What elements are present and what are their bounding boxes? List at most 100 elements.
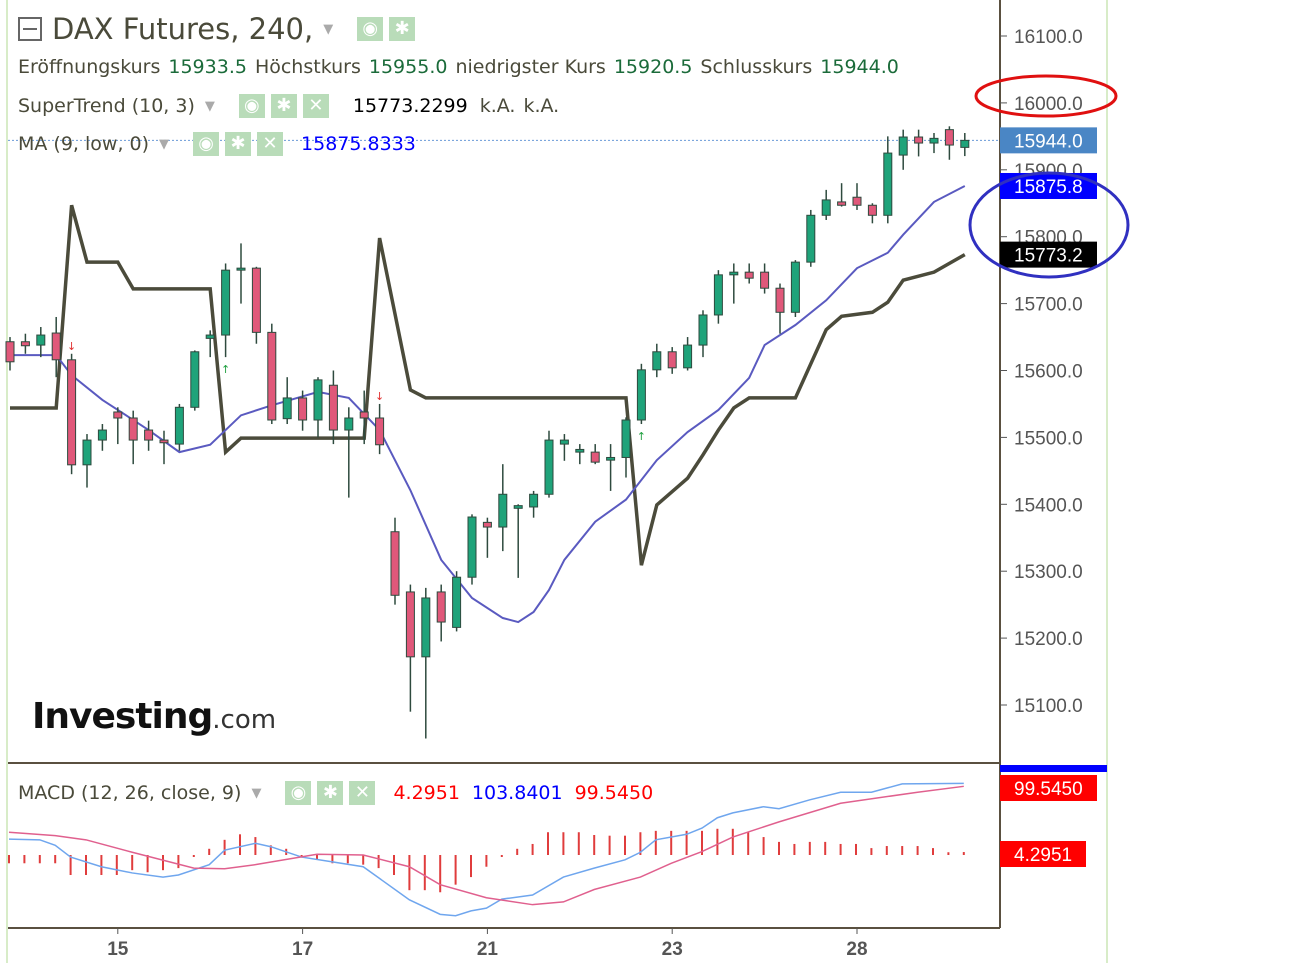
last-price-label-box bbox=[1000, 127, 1097, 154]
candle bbox=[744, 263, 754, 284]
eye-icon[interactable]: ◉ bbox=[357, 17, 384, 41]
candle bbox=[97, 424, 107, 451]
supertrend-value-3: k.A. bbox=[523, 95, 560, 117]
axes: 16100.016000.015900.015800.015700.015600… bbox=[8, 0, 1083, 960]
candle bbox=[482, 517, 492, 558]
candle-body bbox=[128, 417, 138, 441]
eye-icon[interactable]: ◉ bbox=[238, 94, 265, 118]
last-price-label: 15944.0 bbox=[1014, 131, 1083, 152]
candle-body bbox=[806, 214, 816, 263]
macd-line bbox=[8, 782, 964, 917]
candle bbox=[944, 126, 954, 160]
y-tick-label: 15700.0 bbox=[1014, 295, 1083, 316]
candle-body bbox=[251, 267, 261, 333]
candle-body bbox=[929, 137, 939, 144]
candle bbox=[760, 263, 770, 294]
price-panel: ↓ ↑ ↓ ↑ bbox=[5, 126, 1000, 739]
supertrend-line bbox=[10, 204, 966, 566]
candle bbox=[174, 403, 184, 451]
signal-value-label-box bbox=[1000, 775, 1097, 801]
candle-body bbox=[559, 439, 569, 445]
gear-icon[interactable]: ✱ bbox=[270, 94, 297, 118]
close-value: 15944.0 bbox=[820, 56, 899, 78]
candle bbox=[390, 517, 400, 605]
candle-body bbox=[482, 521, 492, 528]
candle-body bbox=[97, 429, 107, 441]
candle-body bbox=[852, 196, 862, 206]
candle-body bbox=[421, 597, 431, 658]
candle bbox=[5, 337, 15, 371]
macd-legend: MACD (12, 26, close, 9) ▼ ◉ ✱ ✕ 4.2951 1… bbox=[18, 781, 653, 805]
hist-value-label: 4.2951 bbox=[1014, 845, 1072, 866]
candle-body bbox=[867, 204, 877, 216]
ma-price-label: 15875.8 bbox=[1014, 177, 1083, 198]
candle-body bbox=[960, 139, 970, 148]
candle bbox=[821, 189, 831, 220]
collapse-icon[interactable] bbox=[18, 17, 42, 41]
close-icon[interactable]: ✕ bbox=[349, 781, 376, 805]
chevron-down-icon[interactable]: ▼ bbox=[251, 785, 262, 801]
gear-icon[interactable]: ✱ bbox=[317, 781, 344, 805]
candle bbox=[36, 327, 46, 358]
candle-body bbox=[159, 439, 169, 444]
candle-body bbox=[205, 334, 215, 339]
ma-legend: MA (9, low, 0) ▼ ◉ ✱ ✕ 15875.8333 bbox=[18, 132, 416, 156]
candle-body bbox=[113, 411, 123, 419]
candle-body bbox=[236, 267, 246, 271]
candle bbox=[128, 410, 138, 465]
candle bbox=[282, 377, 292, 425]
sell-signal-arrow-icon: ↓ bbox=[375, 390, 384, 403]
signal-value-label: 99.5450 bbox=[1014, 779, 1083, 800]
chevron-down-icon[interactable]: ▼ bbox=[323, 21, 334, 37]
candle bbox=[852, 183, 862, 210]
close-icon[interactable]: ✕ bbox=[257, 132, 284, 156]
close-icon[interactable]: ✕ bbox=[302, 94, 329, 118]
gear-icon[interactable]: ✱ bbox=[389, 17, 416, 41]
chevron-down-icon[interactable]: ▼ bbox=[159, 136, 170, 152]
investing-logo: Investing.com bbox=[32, 696, 277, 737]
candle bbox=[883, 136, 893, 224]
low-value: 15920.5 bbox=[613, 56, 693, 78]
chevron-down-icon[interactable]: ▼ bbox=[204, 98, 215, 114]
ma-line bbox=[10, 185, 966, 624]
candle-body bbox=[713, 274, 723, 316]
candle-body bbox=[914, 136, 924, 144]
candle bbox=[729, 263, 739, 304]
candle bbox=[559, 434, 569, 461]
candle-body bbox=[760, 271, 770, 289]
macd-panel bbox=[8, 782, 965, 917]
candle-body bbox=[498, 493, 508, 528]
candle-body bbox=[944, 129, 954, 146]
candle bbox=[837, 183, 847, 207]
close-label: Schlusskurs bbox=[700, 56, 813, 78]
candle bbox=[914, 129, 924, 157]
candle bbox=[452, 571, 462, 632]
candle bbox=[359, 390, 369, 445]
supertrend-value: 15773.2299 bbox=[352, 95, 468, 117]
candle bbox=[529, 490, 539, 518]
candle-body bbox=[467, 516, 477, 578]
macd-axis-marker bbox=[1000, 765, 1107, 772]
gear-icon[interactable]: ✱ bbox=[225, 132, 252, 156]
ma-value: 15875.8333 bbox=[301, 133, 416, 155]
eye-icon[interactable]: ◉ bbox=[193, 132, 220, 156]
candle bbox=[713, 270, 723, 324]
candle-body bbox=[436, 591, 446, 623]
candle bbox=[251, 266, 261, 344]
eye-icon[interactable]: ◉ bbox=[285, 781, 312, 805]
candle bbox=[544, 430, 554, 498]
candle-body bbox=[636, 369, 646, 421]
candle bbox=[498, 464, 508, 552]
candle-body bbox=[698, 314, 708, 346]
candle-body bbox=[359, 411, 369, 419]
buy-signal-arrow-icon: ↑ bbox=[221, 363, 230, 376]
candle bbox=[436, 584, 446, 642]
candle bbox=[790, 260, 800, 317]
price-labels: 15944.0 15875.8 15773.2 99.5450 4.2951 bbox=[968, 74, 1130, 867]
y-tick-label: 15400.0 bbox=[1014, 495, 1083, 516]
candle bbox=[667, 347, 677, 374]
candle-body bbox=[82, 439, 92, 466]
candle bbox=[144, 420, 154, 451]
